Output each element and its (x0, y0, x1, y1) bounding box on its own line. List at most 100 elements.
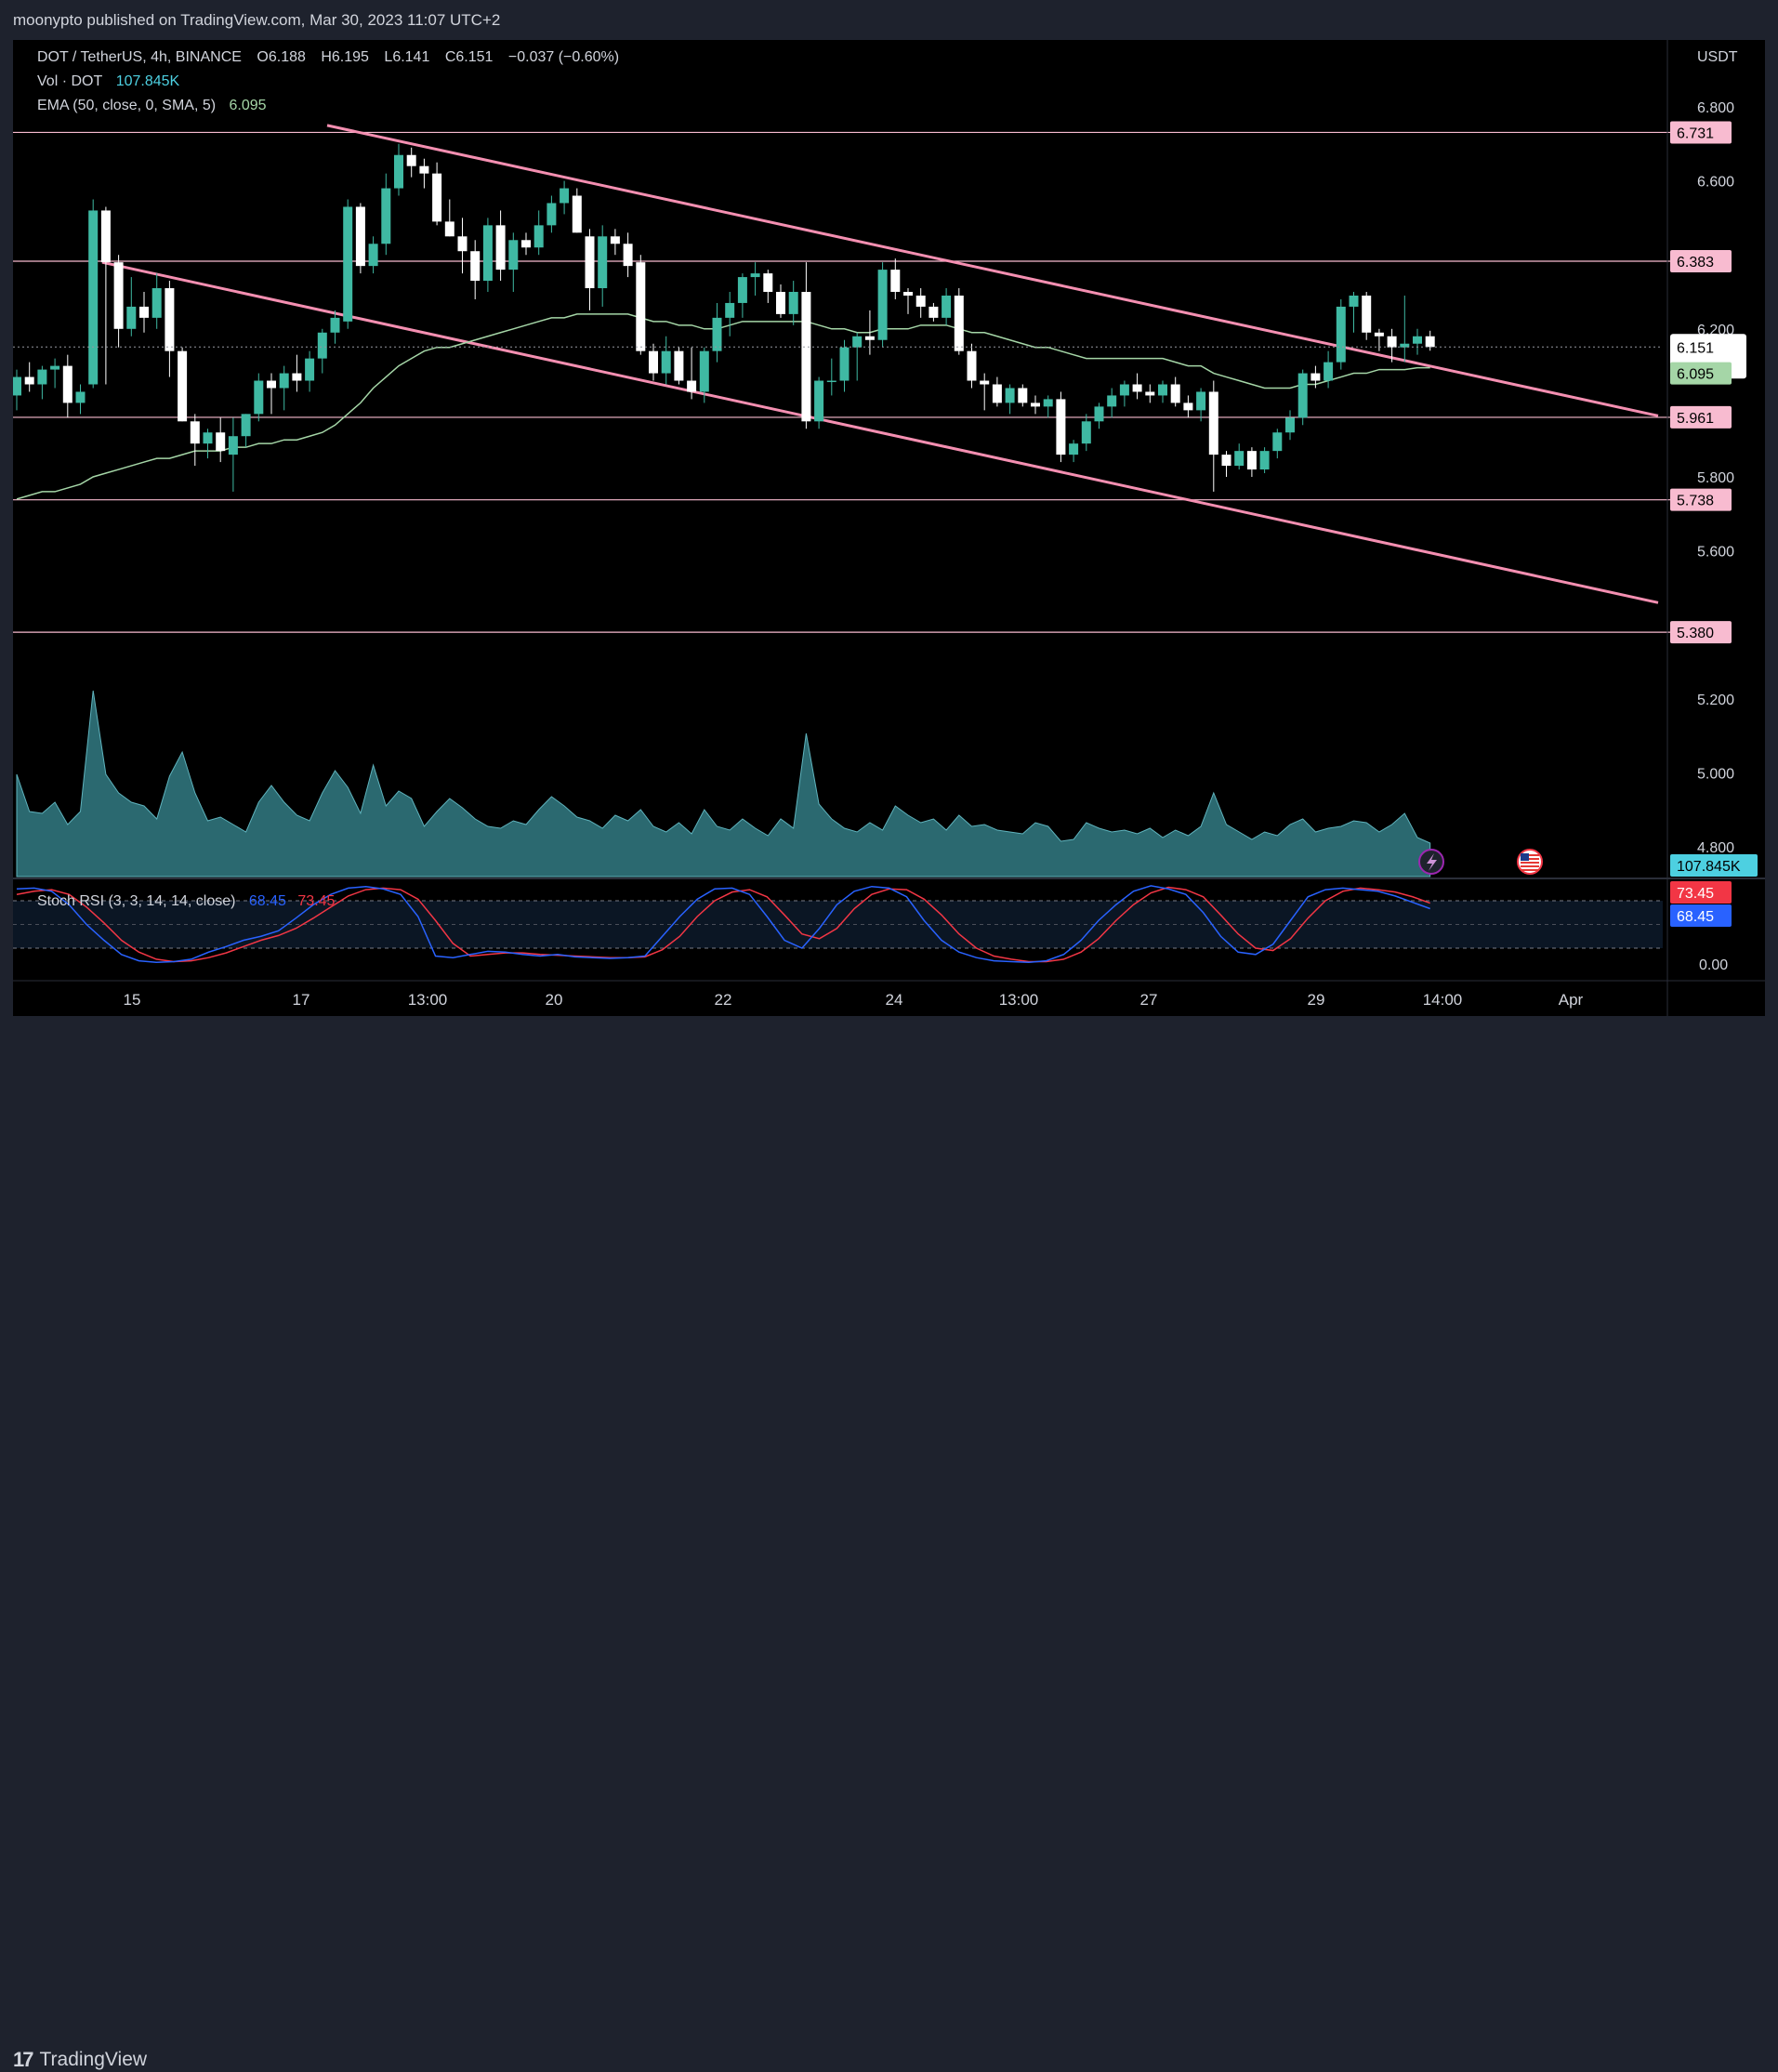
candle-body (750, 273, 760, 278)
candle-body (279, 373, 289, 389)
candle-body (62, 365, 72, 403)
candle-body (814, 380, 824, 422)
tradingview-logo[interactable]: 17 TradingView (13, 2048, 147, 2072)
candle (572, 188, 582, 233)
candle-body (852, 336, 863, 348)
candle-body (533, 225, 544, 248)
legend-o-key: O (257, 49, 269, 65)
stoch-d-badge: 73.45 (1670, 881, 1732, 904)
candle (1413, 328, 1422, 355)
chart-canvas[interactable]: USDT6.8006.6006.2005.8005.6005.2005.0004… (12, 40, 1765, 1016)
us-flag-canton (1521, 853, 1529, 861)
candle (598, 225, 608, 307)
candle-body (967, 350, 977, 381)
candle (24, 362, 34, 392)
candle-body (139, 306, 149, 318)
candle (1094, 403, 1104, 429)
candle-body (1310, 373, 1321, 381)
candle-body (12, 376, 21, 396)
candle-body (687, 380, 697, 392)
stoch-tick-label: 0.00 (1699, 957, 1728, 973)
candle (126, 277, 137, 337)
horizontal-levels (13, 131, 1686, 633)
candle (355, 203, 365, 274)
level-badge: 5.380 (1670, 621, 1732, 644)
legend-c-key: C (444, 49, 456, 65)
time-tick-label: 14:00 (1423, 991, 1463, 1009)
candle (954, 288, 964, 355)
candle (610, 229, 620, 256)
candle (750, 262, 760, 296)
candle (432, 162, 442, 226)
candle (1107, 388, 1117, 418)
legend-volume-label: Vol · DOT (37, 73, 103, 89)
volume-area (16, 690, 1431, 878)
candle-body (1094, 406, 1104, 422)
candle-body (151, 288, 162, 318)
candle (151, 273, 162, 329)
candle-body (1043, 399, 1053, 407)
time-tick-label: Apr (1559, 991, 1584, 1009)
chart-frame[interactable]: USDT 6.800 6.600 6.200 5.800 5.600 5.200 5.000 4… (12, 40, 1765, 1016)
candle (317, 328, 327, 374)
candle-body (1056, 399, 1066, 455)
candle-body (381, 188, 391, 244)
candle (203, 429, 213, 459)
candle (1387, 328, 1397, 363)
candle (394, 143, 403, 196)
candle (1400, 295, 1410, 363)
candle (100, 206, 111, 385)
candle-body (610, 236, 620, 244)
level-badge-bg (1670, 121, 1732, 144)
candle-body (1119, 384, 1129, 396)
candle-body (368, 244, 378, 267)
price-tick-label: 4.800 (1697, 840, 1734, 856)
candle (776, 284, 785, 318)
price-tick-label: 5.800 (1697, 470, 1734, 486)
candle (585, 229, 595, 310)
candle-body (317, 332, 327, 359)
axes: USDT6.8006.6006.2005.8005.6005.2005.0004… (13, 40, 1765, 1016)
stoch-k-badge-bg (1670, 904, 1732, 927)
candle (1374, 328, 1384, 351)
publisher-line: moonypto published on TradingView.com, M… (13, 11, 501, 29)
candle (343, 199, 353, 329)
us-flag-stripe (1521, 862, 1539, 864)
level-badge-text: 5.380 (1677, 626, 1714, 641)
candle (470, 240, 481, 299)
candle-body (598, 236, 608, 289)
candle-body (636, 262, 646, 351)
level-badge-bg (1670, 405, 1732, 429)
channel-upper-line (326, 124, 1659, 417)
descending-channel (101, 124, 1659, 604)
level-badge-bg (1670, 488, 1732, 511)
candle-body (1069, 443, 1079, 455)
candle-body (585, 236, 595, 289)
candle (1196, 388, 1206, 422)
legend-high: 6.195 (331, 49, 369, 65)
candle-body (737, 277, 747, 303)
candle (737, 273, 747, 318)
candle (725, 292, 735, 337)
candle-body (1234, 451, 1245, 467)
stoch-d-line (16, 886, 1430, 963)
candle (1158, 380, 1167, 403)
time-tick-label: 13:00 (408, 991, 448, 1009)
candle-body (1005, 388, 1015, 403)
level-badge-text: 5.961 (1677, 411, 1714, 427)
candle (1043, 395, 1053, 418)
legend-ema-label: EMA (50, close, 0, SMA, 5) (37, 98, 217, 113)
candle (1272, 429, 1283, 459)
candle (1031, 395, 1040, 415)
stoch-d-badge-text: 73.45 (1677, 886, 1714, 902)
candle-body (1196, 391, 1206, 411)
time-tick-label: 27 (1140, 991, 1158, 1009)
candle (1246, 447, 1257, 477)
price-tick-label: 5.600 (1697, 545, 1734, 561)
candle-body (24, 376, 34, 385)
candle-body (50, 365, 60, 370)
legend-open: 6.188 (268, 49, 306, 65)
candle-body (343, 206, 353, 322)
legend-volume-value: 107.845K (115, 73, 180, 89)
candle-body (699, 350, 709, 392)
